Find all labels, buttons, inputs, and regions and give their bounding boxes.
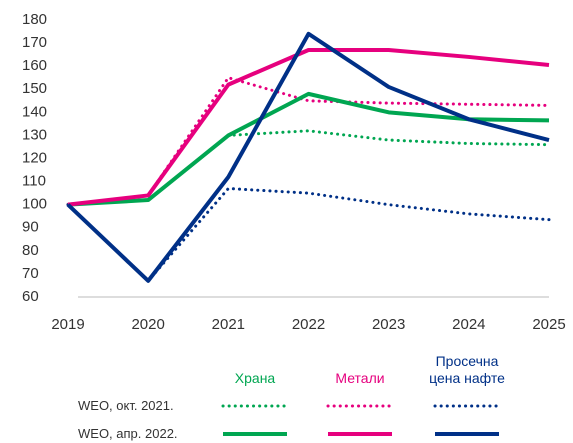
x-tick-label: 2021 (212, 316, 245, 333)
y-tick-label: 150 (22, 80, 47, 97)
series-line (67, 48, 550, 207)
y-tick-label: 100 (22, 196, 47, 213)
legend-row-label: WEO, апр. 2022. (78, 426, 178, 441)
series-line (67, 91, 550, 207)
legend-header: Метали (335, 370, 385, 386)
x-tick-label: 2023 (372, 316, 405, 333)
legend-row-label: WEO, окт. 2021. (78, 398, 174, 413)
legend-header: Просечна цена нафте (429, 353, 505, 386)
y-tick-label: 170 (22, 34, 47, 51)
x-tick-label: 2022 (292, 316, 325, 333)
x-tick-label: 2025 (532, 316, 565, 333)
x-tick-label: 2019 (51, 316, 84, 333)
x-tick-label: 2024 (452, 316, 485, 333)
series-line (66, 76, 551, 207)
series-line (66, 31, 550, 283)
y-tick-label: 160 (22, 57, 47, 74)
y-tick-label: 130 (22, 126, 47, 143)
y-tick-label: 80 (22, 242, 39, 259)
x-tick-label: 2020 (131, 316, 164, 333)
y-tick-label: 140 (22, 103, 47, 120)
y-tick-label: 120 (22, 149, 47, 166)
y-tick-label: 90 (22, 219, 39, 236)
y-tick-label: 180 (22, 11, 47, 28)
legend-header: Храна (234, 370, 276, 386)
y-tick-label: 110 (22, 173, 46, 190)
y-tick-label: 60 (22, 288, 39, 305)
series-line (66, 129, 551, 207)
y-tick-label: 70 (22, 265, 39, 282)
